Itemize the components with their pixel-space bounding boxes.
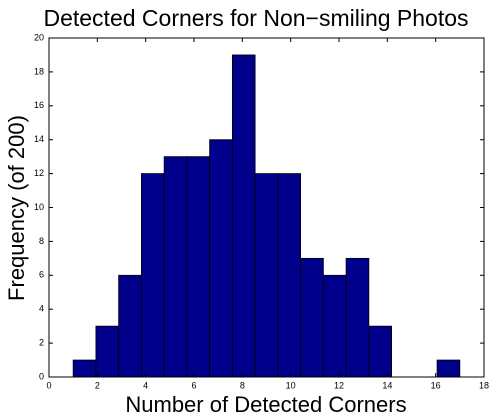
y-tick-label: 18 — [34, 66, 44, 76]
y-tick-label: 4 — [39, 304, 44, 314]
bar — [163, 156, 188, 378]
chart-title: Detected Corners for Non−smiling Photos — [43, 5, 468, 31]
bar — [368, 325, 392, 378]
x-tick-label: 14 — [382, 380, 392, 390]
bar — [141, 173, 165, 378]
bar — [95, 325, 120, 378]
x-tick-label: 0 — [46, 380, 51, 390]
y-axis-label: Frequency (of 200) — [4, 115, 29, 301]
bar — [345, 257, 370, 378]
x-tick-label: 2 — [95, 380, 100, 390]
bar — [209, 139, 233, 378]
bar — [231, 54, 256, 378]
bar — [72, 359, 97, 378]
x-tick-label: 18 — [479, 380, 489, 390]
y-tick-label: 16 — [34, 100, 44, 110]
x-axis-label: Number of Detected Corners — [125, 392, 406, 417]
x-tick-label: 12 — [334, 380, 344, 390]
y-tick-label: 0 — [39, 371, 44, 381]
bar — [300, 257, 324, 378]
bar — [118, 274, 142, 378]
x-tick-label: 10 — [286, 380, 296, 390]
bar — [186, 156, 211, 378]
x-tick-label: 4 — [143, 380, 148, 390]
y-tick-label: 12 — [34, 168, 44, 178]
y-tick-label: 2 — [39, 337, 44, 347]
y-tick-label: 20 — [34, 32, 44, 42]
x-tick-label: 8 — [240, 380, 245, 390]
x-tick-label: 16 — [431, 380, 441, 390]
x-tick-label: 6 — [191, 380, 196, 390]
y-tick-label: 6 — [39, 270, 44, 280]
bar — [254, 173, 279, 378]
bar — [322, 274, 347, 378]
bar — [277, 173, 302, 378]
y-tick-label: 14 — [34, 134, 44, 144]
bar — [436, 359, 461, 378]
y-tick-label: 8 — [39, 236, 44, 246]
y-tick-label: 10 — [34, 202, 44, 212]
